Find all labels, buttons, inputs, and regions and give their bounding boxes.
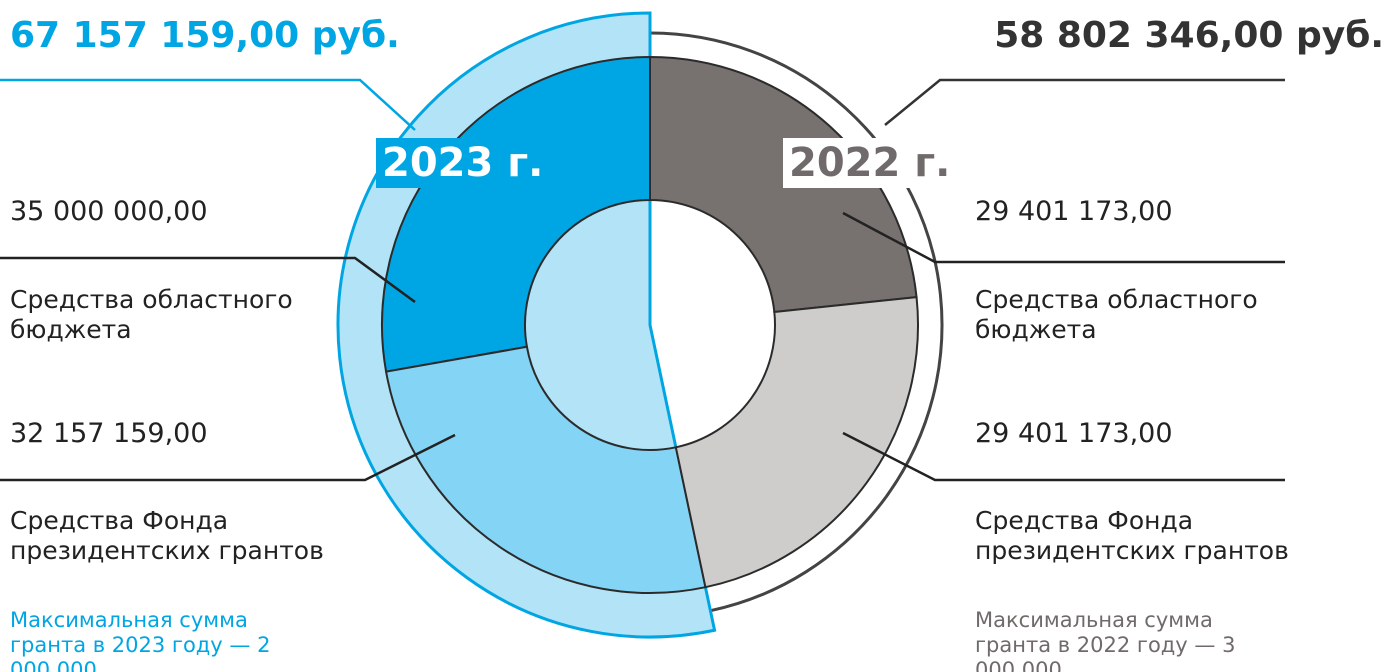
category-label: Средства Фонда президентских грантов	[975, 506, 1289, 565]
note: Максимальная сумма гранта в 2022 году — …	[975, 608, 1236, 672]
segment	[384, 345, 707, 594]
category-label: Средства областного бюджета	[975, 285, 1258, 344]
leader-line	[0, 78, 416, 131]
category-label: Средства областного бюджета	[10, 285, 293, 344]
value-label: 29 401 173,00	[975, 418, 1173, 449]
total-2023: 67 157 159,00 руб.	[10, 15, 400, 56]
leader-line	[0, 256, 416, 304]
segment	[674, 296, 919, 589]
value-label: 29 401 173,00	[975, 196, 1173, 227]
note: Максимальная сумма гранта в 2023 году — …	[10, 608, 271, 672]
leader-line	[0, 433, 456, 482]
leader-line	[884, 78, 1285, 126]
value-label: 32 157 159,00	[10, 418, 208, 449]
year-label: 2022 г.	[783, 138, 957, 188]
leader-line	[842, 211, 1285, 264]
total-2022: 58 802 346,00 руб.	[994, 15, 1384, 56]
year-label: 2023 г.	[376, 138, 550, 188]
leader-line	[842, 431, 1285, 482]
value-label: 35 000 000,00	[10, 196, 208, 227]
ring-outline	[649, 31, 944, 613]
segment	[381, 55, 651, 373]
leader-lines	[0, 78, 1285, 482]
category-label: Средства Фонда президентских грантов	[10, 506, 324, 565]
